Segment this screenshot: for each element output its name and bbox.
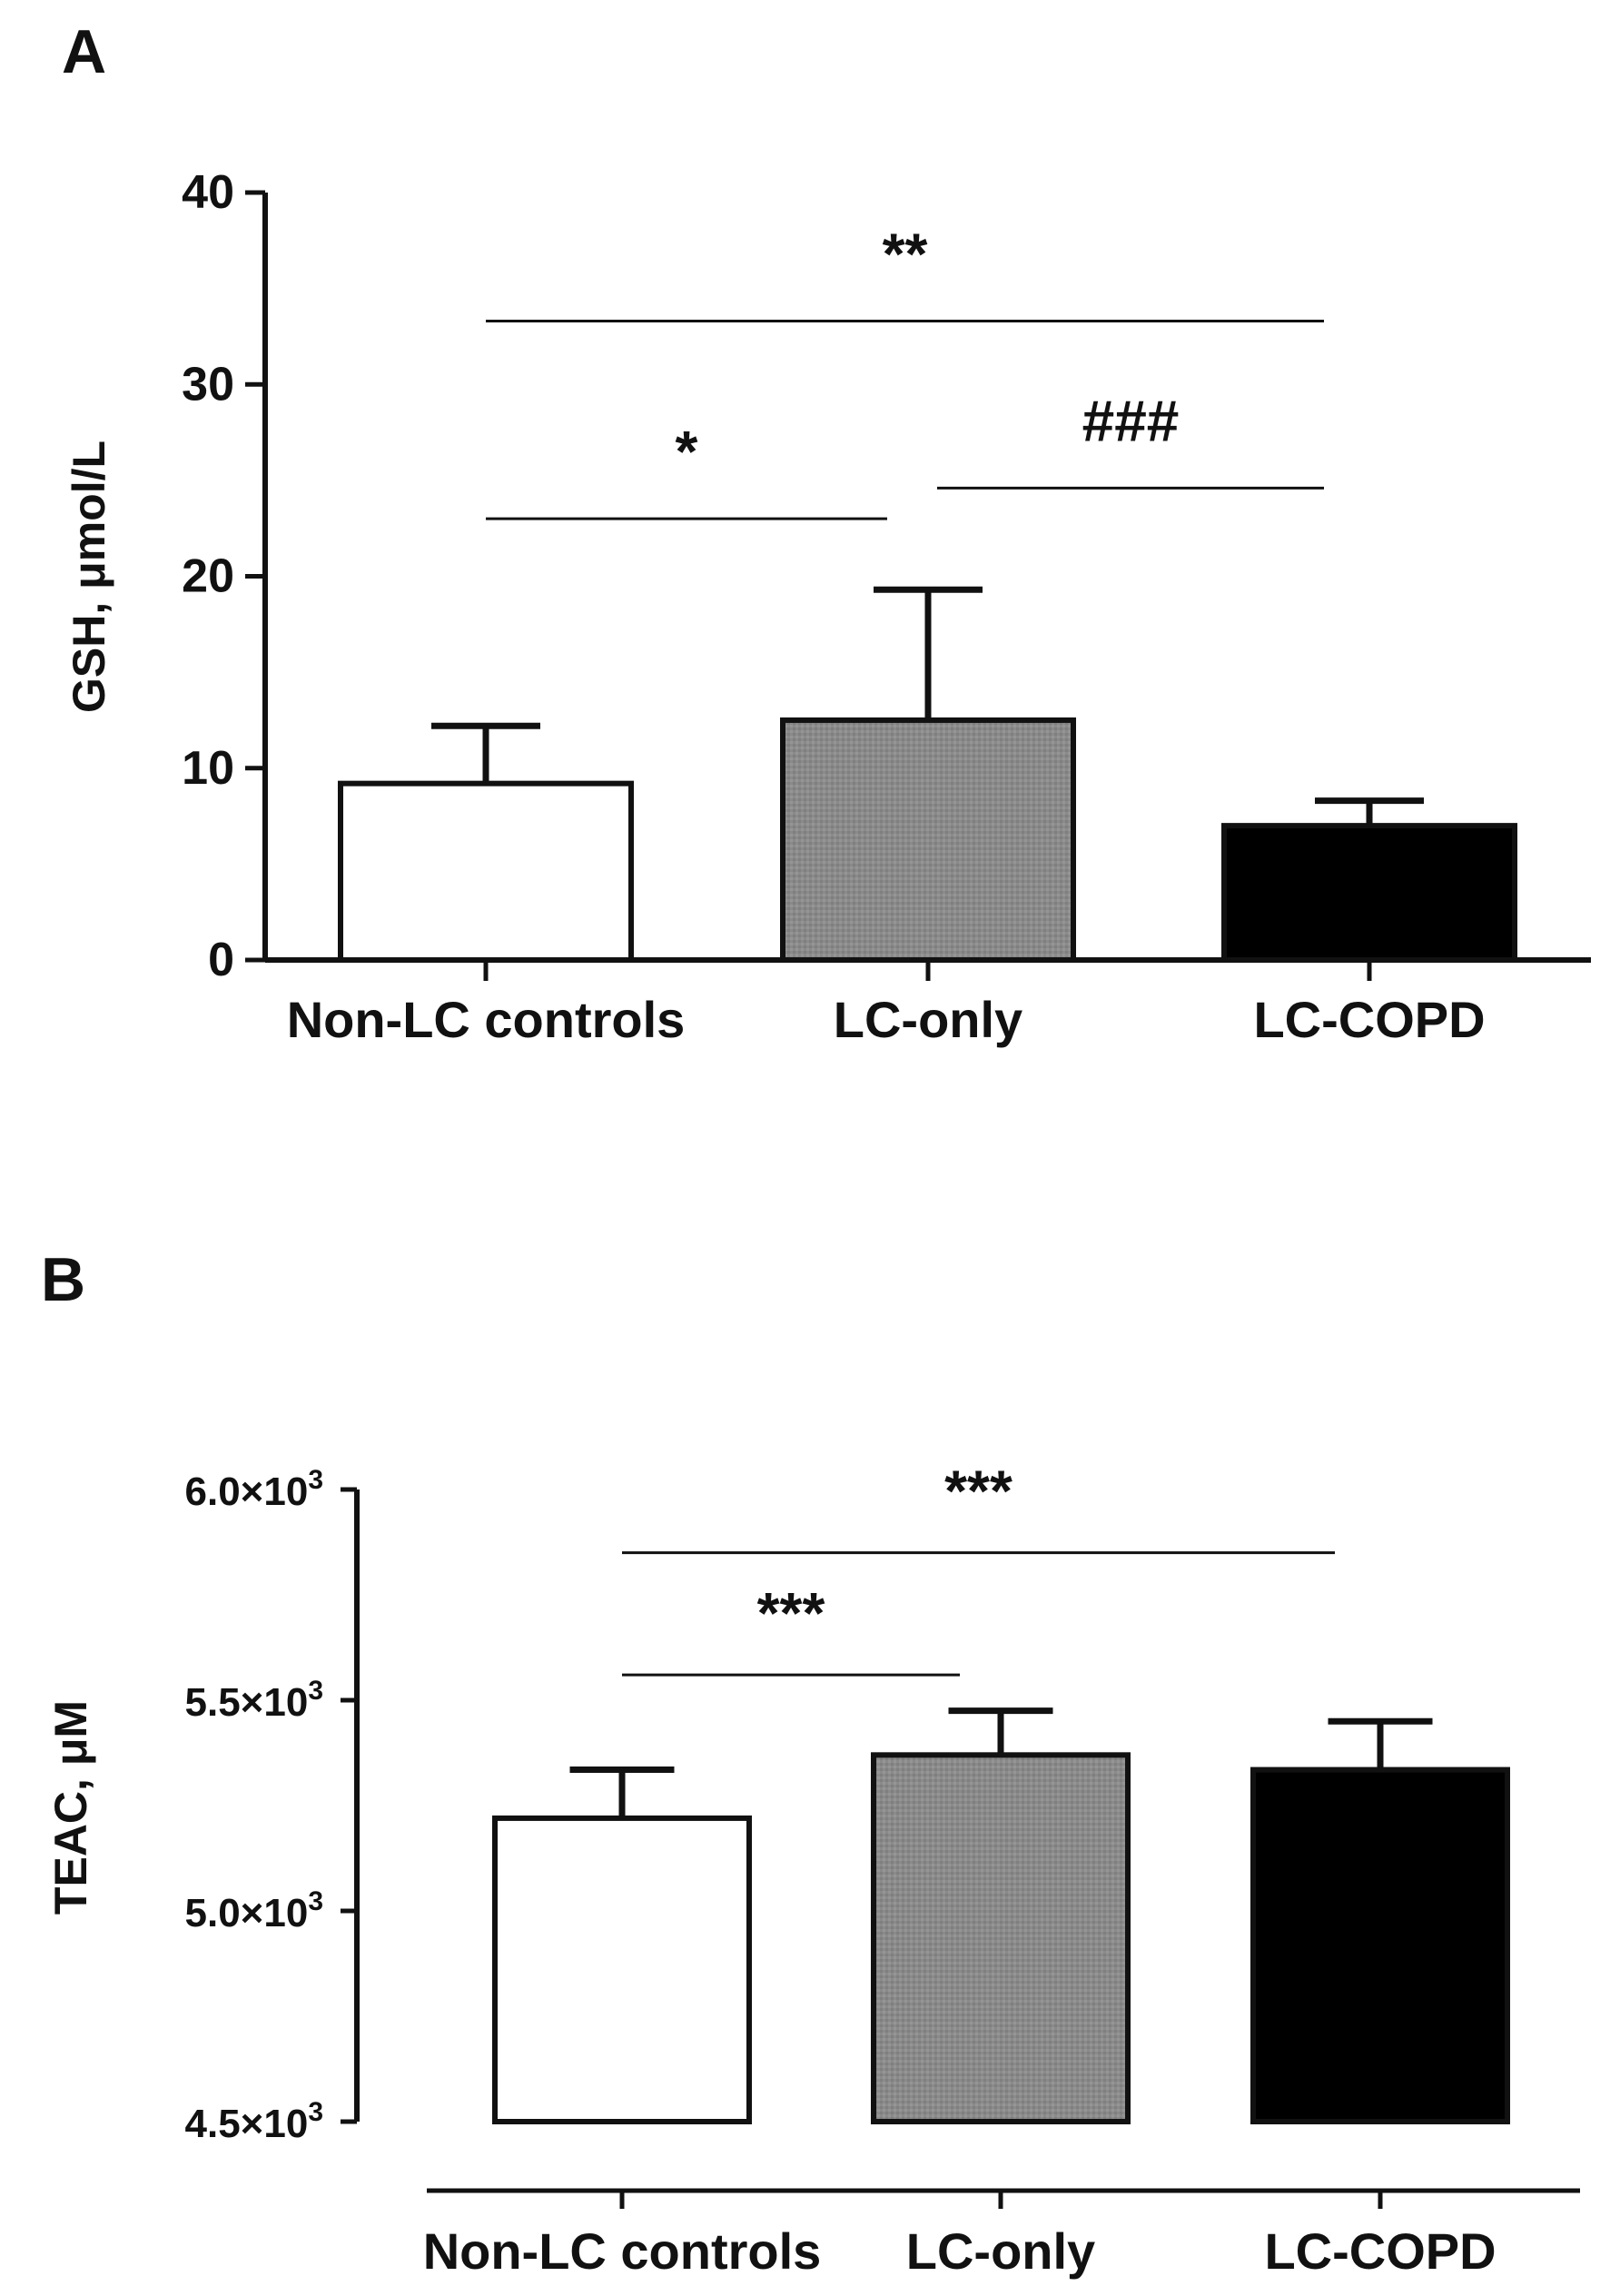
panel-a-category-label: LC-COPD	[1253, 991, 1485, 1048]
panel-b-y-axis-title: TEAC, μM	[45, 1700, 96, 1915]
panel-a-y-axis-title: GSH, μmol/L	[64, 440, 114, 713]
panel-b-bar-2	[1250, 1767, 1510, 2125]
panel-a-category-label: LC-only	[834, 991, 1022, 1048]
panel-a-y-tick-label: 0	[208, 934, 234, 986]
panel-b-category-label: LC-COPD	[1264, 2222, 1496, 2280]
panel-b-significance-label: ***	[944, 1459, 1012, 1524]
panel-a: A 0 10 20 30 40 Non-LC controls LC-only LC-COPD…	[62, 17, 1591, 1048]
panel-a-label: A	[62, 17, 106, 86]
panel-a-y-tick-label: 10	[182, 742, 234, 795]
panel-b-y-tick-label: 6.0×103	[185, 1465, 324, 1514]
panel-a-y-tick-label: 40	[182, 166, 234, 219]
panel-a-bar-1	[780, 717, 1076, 963]
panel-a-y-tick-label: 30	[182, 358, 234, 411]
panel-b-category-label: LC-only	[906, 2222, 1095, 2280]
panel-a-significance-label: ###	[1082, 388, 1180, 453]
panel-b-y-tick-label: 5.5×103	[185, 1676, 324, 1725]
panel-b-category-label: Non-LC controls	[423, 2222, 822, 2280]
panel-a-bar-0	[338, 780, 634, 964]
panel-b: B 4.5×103 5.0×103 5.5×103 6.0×103 Non-LC con…	[41, 1245, 1580, 2280]
panel-b-marks: 4.5×103 5.0×103 5.5×103 6.0×103 Non-LC contr…	[185, 1459, 1510, 2280]
panel-a-significance-label: *	[676, 419, 698, 484]
panel-a-category-label: Non-LC controls	[287, 991, 686, 1048]
panel-a-y-tick-label: 20	[182, 550, 234, 603]
panel-b-bar-1	[871, 1752, 1131, 2124]
panel-b-bar-0	[492, 1815, 752, 2125]
panel-a-bar-2	[1221, 823, 1517, 963]
panel-b-significance-label: ***	[757, 1580, 825, 1646]
panel-a-significance-label: **	[883, 222, 928, 287]
panel-b-label: B	[41, 1245, 85, 1314]
panel-b-y-tick-label: 5.0×103	[185, 1886, 324, 1935]
panel-b-y-tick-label: 4.5×103	[185, 2097, 324, 2146]
